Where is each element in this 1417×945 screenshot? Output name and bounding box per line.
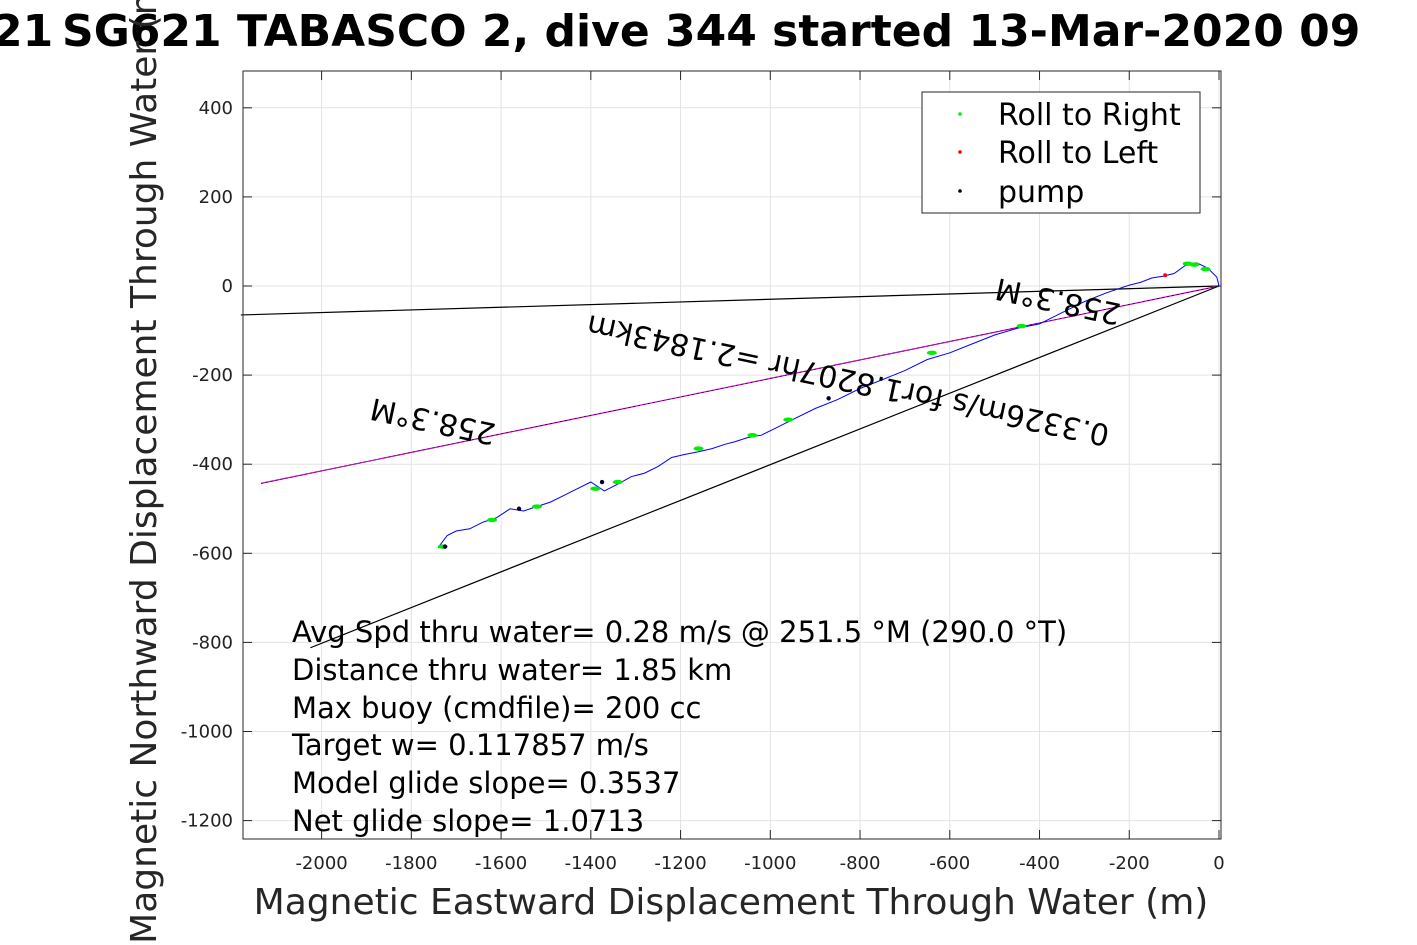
y-tick-label: 200 (199, 187, 233, 208)
x-tick-label: -1000 (744, 853, 796, 874)
x-tick-label: -1400 (565, 853, 617, 874)
x-tick-label: -1200 (654, 853, 706, 874)
annotation-max-buoy: Max buoy (cmdfile)= 200 cc (292, 691, 701, 725)
legend-marker-pump (958, 189, 962, 193)
x-tick-label: -1600 (475, 853, 527, 874)
roll-left-point (1163, 273, 1168, 278)
legend-marker-roll-left (958, 150, 962, 154)
ticks: -2000 -1800 -1600 -1400 -1200 -1000 -800 -600 -4… (181, 71, 1225, 874)
legend: Roll to Right Roll to Left pump (921, 91, 1201, 214)
annotation-model-glide: Model glide slope= 0.3537 (292, 766, 680, 800)
annotation-net-glide: Net glide slope= 1.0713 (292, 804, 644, 838)
y-tick-label: -200 (192, 365, 233, 386)
pump-point (442, 544, 448, 549)
roll-right-point (487, 517, 498, 523)
y-tick-label: 0 (222, 276, 233, 297)
y-tick-label: -600 (192, 543, 233, 564)
pump-point (826, 396, 831, 401)
reference-line-heading-overlay (260, 285, 1220, 484)
y-tick-label: -1200 (181, 811, 233, 832)
roll-right-point (747, 433, 758, 438)
x-tick-label: -800 (840, 853, 881, 874)
roll-right-point (783, 417, 794, 422)
legend-box (921, 91, 1201, 214)
chart-title-prefix: 21 (0, 6, 53, 57)
reference-line-lower (310, 285, 1220, 649)
x-tick-label: -2000 (295, 853, 347, 874)
legend-label-pump: pump (998, 175, 1084, 210)
roll-right-point (926, 350, 937, 356)
legend-label-roll-left: Roll to Left (998, 136, 1158, 171)
chart-title: SG621 TABASCO 2, dive 344 started 13-Mar… (62, 6, 1360, 57)
reference-line-upper (240, 285, 1220, 316)
x-tick-label: 0 (1213, 853, 1224, 874)
reference-lines (240, 285, 1220, 649)
x-tick-label: -400 (1019, 853, 1060, 874)
plot-frame (242, 70, 1222, 840)
annotation-avg-speed: Avg Spd thru water= 0.28 m/s @ 251.5 °M … (292, 615, 1067, 649)
y-tick-label: 400 (199, 98, 233, 119)
legend-label-roll-right: Roll to Right (998, 98, 1181, 133)
x-tick-label: -200 (1109, 853, 1150, 874)
y-axis-title: Magnetic Northward Displacement Through … (124, 0, 165, 944)
track-line (437, 262, 1220, 549)
roll-right-point (1200, 266, 1211, 272)
points-layer (437, 261, 1211, 549)
pump-point (516, 506, 522, 511)
y-tick-label: -800 (192, 632, 233, 653)
annotation-distance: Distance thru water= 1.85 km (292, 653, 732, 687)
roll-right-point (1016, 323, 1027, 329)
stats-annotations: Avg Spd thru water= 0.28 m/s @ 251.5 °M … (291, 615, 1067, 838)
x-axis-title: Magnetic Eastward Displacement Through W… (254, 882, 1209, 923)
roll-right-point (590, 486, 601, 491)
annotation-target-w: Target w= 0.117857 m/s (291, 728, 649, 762)
track-layer (437, 262, 1220, 549)
roll-right-point (1182, 261, 1193, 266)
legend-marker-roll-right (958, 112, 962, 116)
y-tick-label: -1000 (181, 722, 233, 743)
x-tick-label: -600 (929, 853, 970, 874)
y-tick-label: -400 (192, 454, 233, 475)
pump-point (599, 479, 605, 485)
roll-right-point (693, 446, 704, 451)
roll-right-point (612, 479, 623, 485)
roll-right-point (531, 504, 542, 509)
x-tick-label: -1800 (385, 853, 437, 874)
